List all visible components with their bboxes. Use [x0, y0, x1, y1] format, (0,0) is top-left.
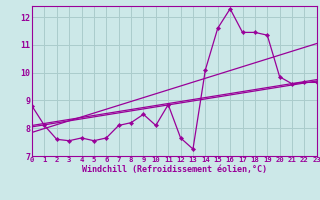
X-axis label: Windchill (Refroidissement éolien,°C): Windchill (Refroidissement éolien,°C) [82, 165, 267, 174]
